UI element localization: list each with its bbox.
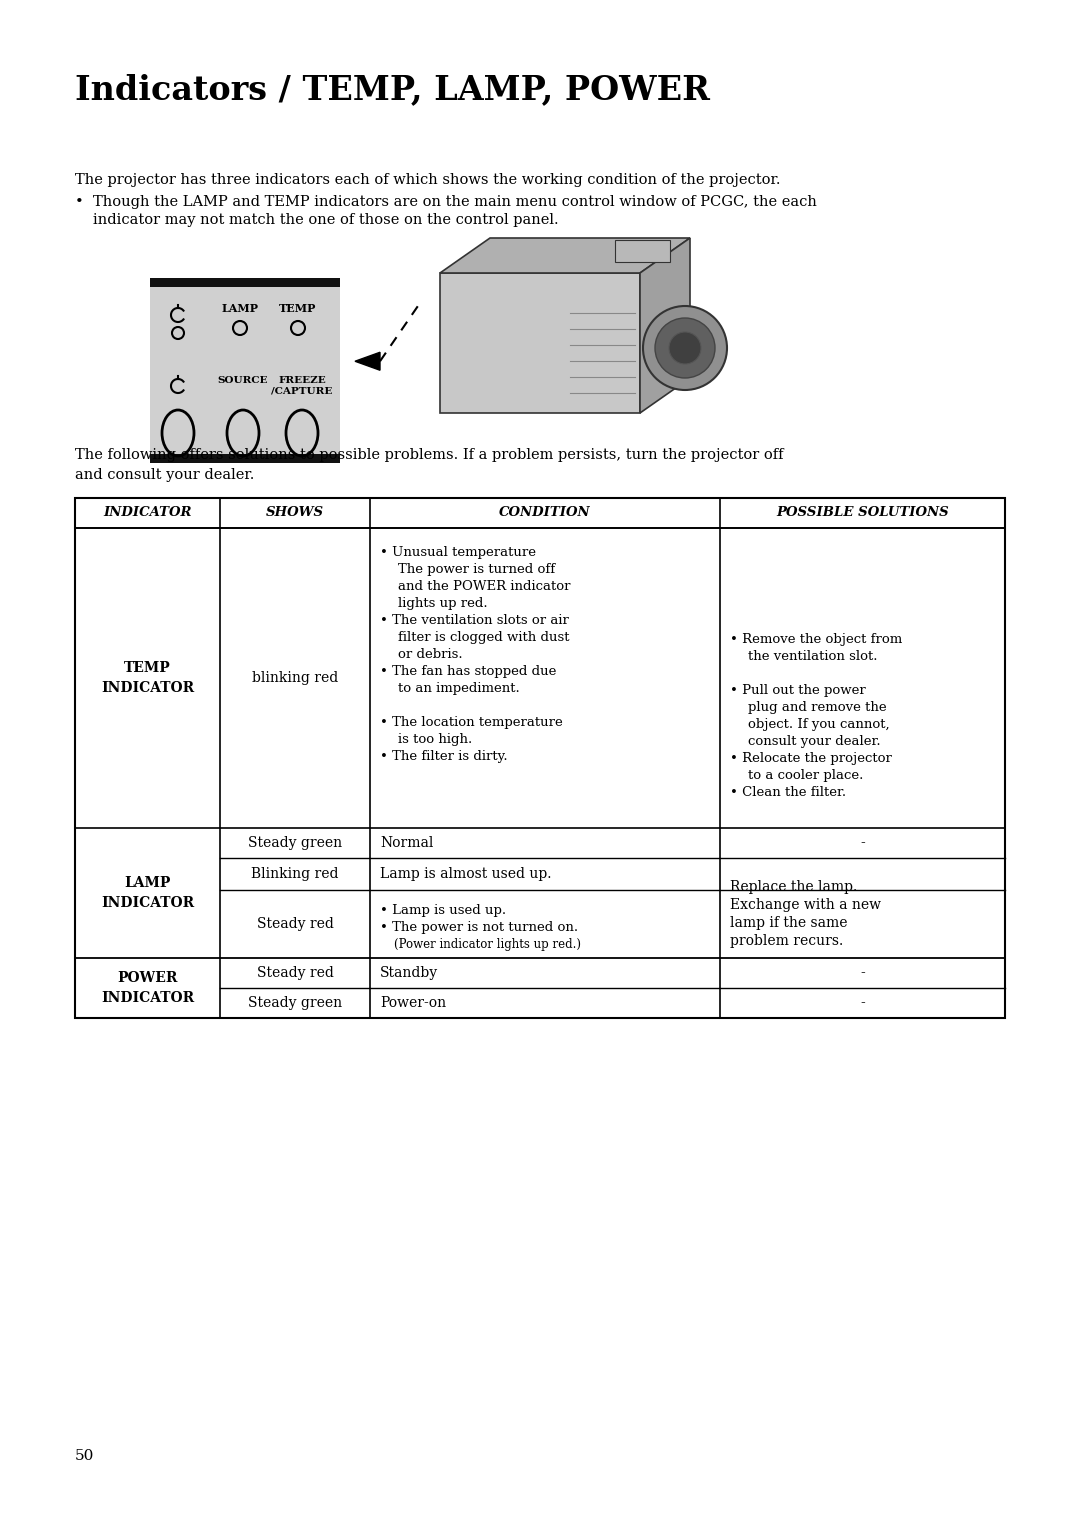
Text: Standby: Standby — [380, 966, 438, 979]
Text: Though the LAMP and TEMP indicators are on the main menu control window of PCGC,: Though the LAMP and TEMP indicators are … — [93, 196, 816, 209]
Text: the ventilation slot.: the ventilation slot. — [748, 649, 877, 663]
Text: • The fan has stopped due: • The fan has stopped due — [380, 665, 556, 678]
Text: • The power is not turned on.: • The power is not turned on. — [380, 921, 578, 934]
Text: SHOWS: SHOWS — [266, 506, 324, 520]
Text: SOURCE: SOURCE — [218, 376, 268, 385]
Text: LAMP
INDICATOR: LAMP INDICATOR — [100, 876, 194, 911]
Text: • Pull out the power: • Pull out the power — [730, 685, 866, 697]
Circle shape — [669, 332, 701, 364]
Text: • Unusual temperature: • Unusual temperature — [380, 545, 536, 559]
Text: The power is turned off: The power is turned off — [399, 562, 555, 576]
Text: or debris.: or debris. — [399, 648, 462, 662]
Text: • Clean the filter.: • Clean the filter. — [730, 785, 846, 799]
Polygon shape — [355, 353, 380, 370]
Bar — [150, 278, 340, 287]
Text: • The ventilation slots or air: • The ventilation slots or air — [380, 614, 569, 626]
Text: 50: 50 — [75, 1449, 94, 1462]
Text: blinking red: blinking red — [252, 671, 338, 685]
Text: Exchange with a new: Exchange with a new — [730, 898, 881, 912]
Text: Steady green: Steady green — [248, 996, 342, 1010]
Text: consult your dealer.: consult your dealer. — [748, 735, 880, 749]
Text: and the POWER indicator: and the POWER indicator — [399, 581, 570, 593]
Text: • The location temperature: • The location temperature — [380, 717, 563, 729]
Text: INDICATOR: INDICATOR — [104, 506, 192, 520]
Bar — [615, 240, 670, 261]
Text: Blinking red: Blinking red — [252, 866, 339, 882]
Text: and consult your dealer.: and consult your dealer. — [75, 468, 255, 481]
Circle shape — [654, 318, 715, 377]
Text: Indicators / TEMP, LAMP, POWER: Indicators / TEMP, LAMP, POWER — [75, 73, 710, 105]
Text: /CAPTURE: /CAPTURE — [271, 387, 333, 396]
Text: TEMP
INDICATOR: TEMP INDICATOR — [100, 660, 194, 695]
Text: problem recurs.: problem recurs. — [730, 934, 843, 947]
Text: lights up red.: lights up red. — [399, 597, 488, 610]
Polygon shape — [640, 238, 690, 413]
Bar — [150, 278, 340, 463]
Text: LAMP: LAMP — [221, 303, 258, 313]
Text: FREEZE: FREEZE — [279, 376, 326, 385]
Text: •: • — [75, 196, 84, 209]
Text: object. If you cannot,: object. If you cannot, — [748, 718, 890, 730]
Text: CONDITION: CONDITION — [499, 506, 591, 520]
Text: (Power indicator lights up red.): (Power indicator lights up red.) — [394, 938, 581, 950]
Text: -: - — [860, 836, 865, 850]
Text: • The filter is dirty.: • The filter is dirty. — [380, 750, 508, 762]
Text: POWER
INDICATOR: POWER INDICATOR — [100, 970, 194, 1005]
Text: to a cooler place.: to a cooler place. — [748, 769, 863, 782]
Text: • Lamp is used up.: • Lamp is used up. — [380, 905, 507, 917]
Text: • Relocate the projector: • Relocate the projector — [730, 752, 892, 766]
Text: to an impediment.: to an impediment. — [399, 681, 519, 695]
Text: Steady green: Steady green — [248, 836, 342, 850]
Text: indicator may not match the one of those on the control panel.: indicator may not match the one of those… — [93, 212, 558, 228]
Circle shape — [643, 306, 727, 390]
Text: The following offers solutions to possible problems. If a problem persists, turn: The following offers solutions to possib… — [75, 448, 783, 461]
Text: filter is clogged with dust: filter is clogged with dust — [399, 631, 569, 643]
Text: lamp if the same: lamp if the same — [730, 915, 848, 931]
Text: Lamp is almost used up.: Lamp is almost used up. — [380, 866, 552, 882]
Text: POSSIBLE SOLUTIONS: POSSIBLE SOLUTIONS — [777, 506, 949, 520]
Text: Steady red: Steady red — [257, 917, 334, 931]
Text: TEMP: TEMP — [280, 303, 316, 313]
Text: -: - — [860, 966, 865, 979]
Text: plug and remove the: plug and remove the — [748, 701, 887, 714]
Text: -: - — [860, 996, 865, 1010]
Text: is too high.: is too high. — [399, 733, 472, 746]
Text: • Remove the object from: • Remove the object from — [730, 633, 902, 646]
Text: Steady red: Steady red — [257, 966, 334, 979]
Text: Power-on: Power-on — [380, 996, 446, 1010]
Bar — [440, 274, 640, 413]
Polygon shape — [440, 238, 690, 274]
Text: Normal: Normal — [380, 836, 433, 850]
Text: Replace the lamp.: Replace the lamp. — [730, 880, 858, 894]
Bar — [75, 498, 1005, 1018]
Bar — [150, 454, 340, 463]
Text: The projector has three indicators each of which shows the working condition of : The projector has three indicators each … — [75, 173, 781, 186]
